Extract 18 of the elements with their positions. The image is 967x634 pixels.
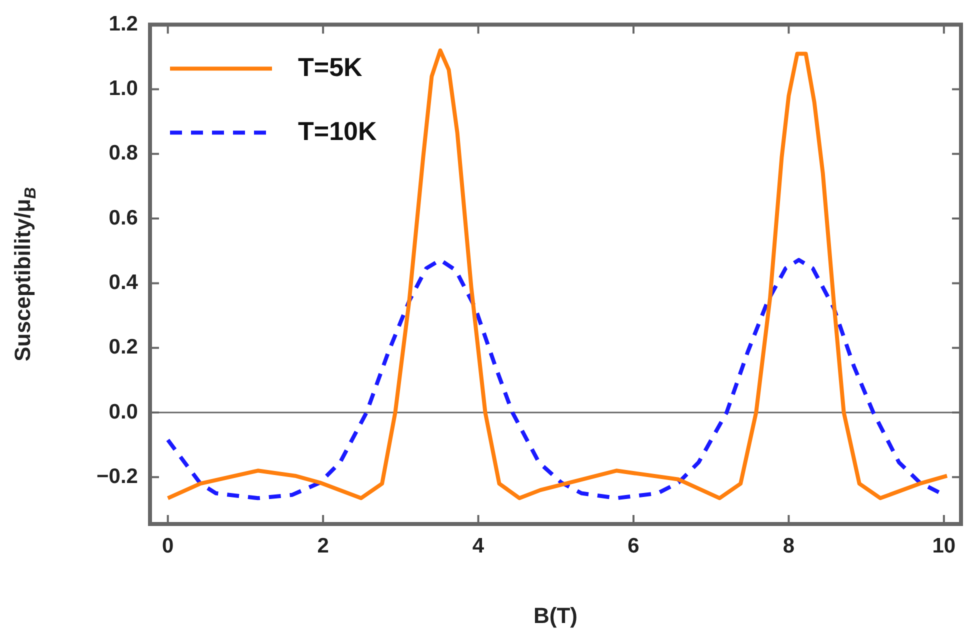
y-tick-label: 0.8 — [108, 142, 138, 165]
x-tick-label: 4 — [472, 534, 484, 558]
y-tick-label: 1.0 — [108, 77, 138, 100]
y-tick-label: 1.2 — [108, 12, 138, 36]
y-tick-label: 0.2 — [108, 336, 138, 359]
x-tick-label: 2 — [317, 534, 329, 558]
x-tick-label: 10 — [932, 534, 956, 558]
y-axis-title: Susceptibility/μB — [10, 187, 40, 362]
y-tick-label: −0.2 — [96, 464, 138, 488]
y-tick-label: 0.4 — [108, 270, 138, 294]
x-tick-label: 6 — [628, 534, 640, 558]
x-tick-label: 8 — [782, 534, 795, 558]
x-tick-label: 0 — [162, 534, 174, 558]
legend-label: T=5K — [298, 52, 363, 82]
y-tick-label: 0.0 — [108, 400, 138, 424]
x-axis-title: B(T) — [534, 602, 578, 628]
y-tick-label: 0.6 — [108, 206, 138, 230]
legend-label: T=10K — [298, 116, 377, 146]
